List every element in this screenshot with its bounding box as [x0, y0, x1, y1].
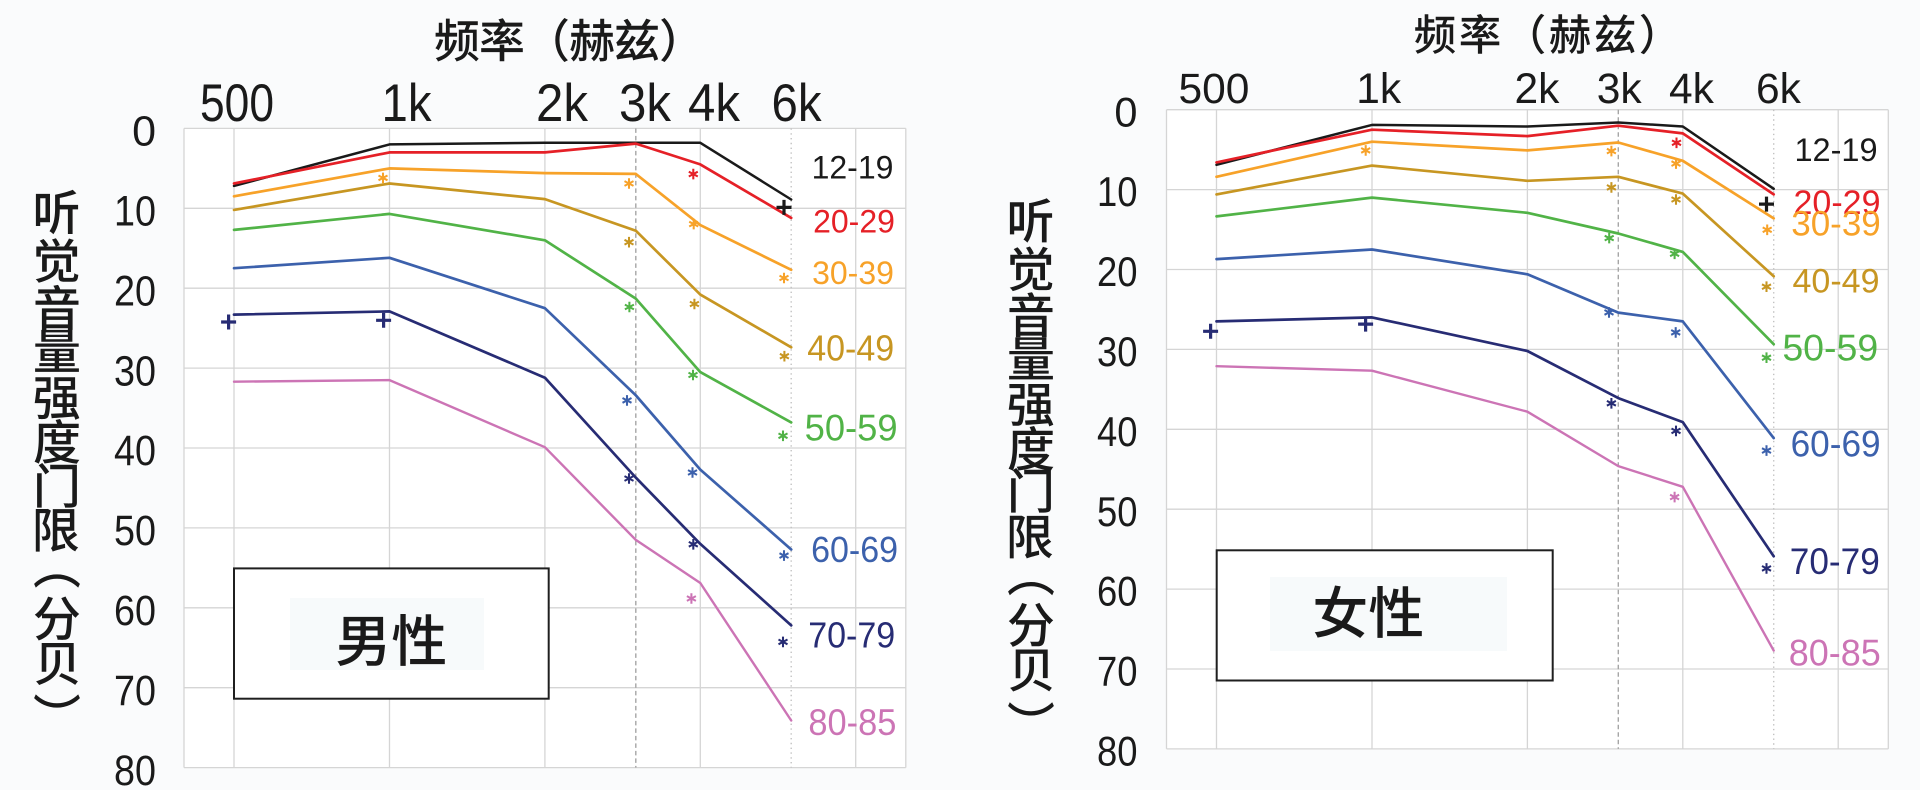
svg-text:2k: 2k [1515, 66, 1561, 113]
svg-text:50-59: 50-59 [805, 407, 898, 448]
svg-text:20-29: 20-29 [1794, 184, 1881, 222]
svg-text:80: 80 [114, 747, 156, 790]
svg-text:0: 0 [1114, 88, 1137, 135]
svg-text:70-79: 70-79 [1790, 541, 1880, 582]
svg-text:0: 0 [132, 108, 156, 156]
svg-text:10: 10 [114, 188, 156, 236]
svg-text:50: 50 [1097, 488, 1138, 535]
svg-text:60-69: 60-69 [811, 529, 898, 570]
svg-text:50: 50 [114, 507, 156, 555]
svg-text:4k: 4k [688, 74, 740, 133]
svg-text:20: 20 [1097, 248, 1138, 295]
svg-text:40: 40 [114, 427, 156, 475]
svg-text:30: 30 [114, 347, 156, 395]
svg-text:70-79: 70-79 [808, 615, 895, 656]
svg-text:80-85: 80-85 [1789, 633, 1881, 674]
svg-text:500: 500 [1179, 66, 1250, 113]
svg-text:70: 70 [114, 667, 156, 715]
svg-text:3k: 3k [1597, 66, 1643, 113]
svg-text:80-85: 80-85 [808, 702, 896, 743]
svg-text:6k: 6k [772, 74, 822, 133]
svg-text:20-29: 20-29 [813, 203, 895, 239]
svg-text:40-49: 40-49 [807, 327, 894, 368]
svg-text:4k: 4k [1669, 66, 1715, 113]
svg-text:60: 60 [1097, 568, 1138, 615]
svg-text:1k: 1k [382, 74, 432, 133]
svg-text:60: 60 [114, 587, 156, 635]
svg-text:10: 10 [1097, 168, 1138, 215]
svg-text:30: 30 [1097, 328, 1138, 375]
svg-text:40-49: 40-49 [1793, 262, 1880, 300]
svg-text:40: 40 [1097, 408, 1138, 455]
svg-text:3k: 3k [619, 74, 671, 133]
svg-text:2k: 2k [536, 74, 588, 133]
svg-text:20: 20 [114, 267, 156, 315]
svg-text:80: 80 [1097, 728, 1138, 775]
svg-text:50-59: 50-59 [1782, 326, 1878, 368]
svg-text:60-69: 60-69 [1791, 422, 1881, 464]
svg-text:500: 500 [200, 74, 274, 133]
svg-text:12-19: 12-19 [1794, 132, 1877, 168]
svg-text:70: 70 [1097, 648, 1138, 695]
svg-text:30-39: 30-39 [812, 255, 894, 291]
svg-text:1k: 1k [1356, 66, 1402, 113]
svg-text:30-39: 30-39 [1791, 204, 1881, 243]
svg-text:12-19: 12-19 [812, 150, 894, 186]
svg-text:6k: 6k [1756, 66, 1802, 113]
